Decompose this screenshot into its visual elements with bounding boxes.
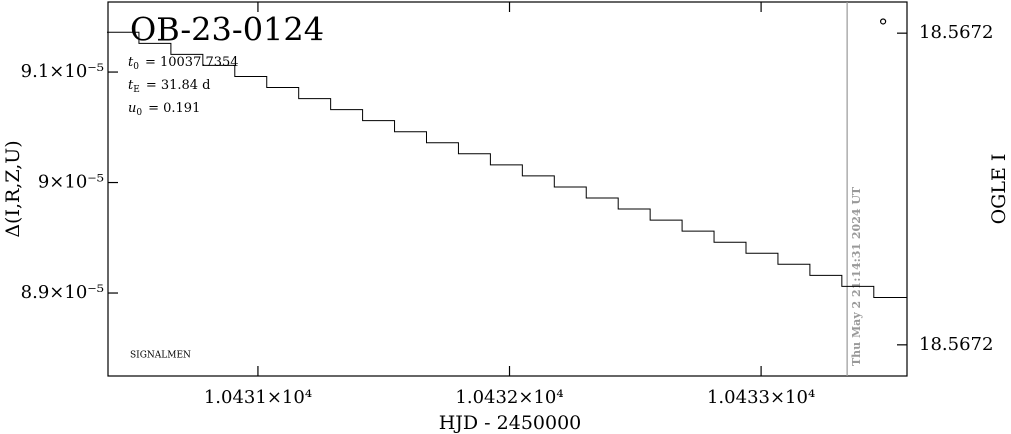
x-tick-label: 1.0433×10⁴ xyxy=(707,387,815,408)
param-symbol: t xyxy=(128,55,134,70)
parameter: u0 = 0.191 xyxy=(128,101,200,118)
y-tick-label: 8.9×10⁻⁵ xyxy=(21,282,104,303)
parameter: tE = 31.84 d xyxy=(128,78,211,95)
credit: SIGNALMEN xyxy=(130,351,191,361)
chart-title: OB-23-0124 xyxy=(130,11,324,49)
param-symbol: t xyxy=(128,78,134,93)
param-text: = 10037.7354 xyxy=(145,55,239,70)
y-tick-label: 9.1×10⁻⁵ xyxy=(21,61,104,82)
y-tick-label: 9×10⁻⁵ xyxy=(38,172,104,193)
x-tick-label: 1.0432×10⁴ xyxy=(455,387,563,408)
y2-tick-label: 18.5672 xyxy=(919,334,993,355)
marker-label: Thu May 2 21:14:31 2024 UT xyxy=(850,186,863,366)
y2-tick-label: 18.5672 xyxy=(919,22,993,43)
param-subscript: 0 xyxy=(136,108,142,118)
param-text: = 0.191 xyxy=(148,101,200,116)
param-text: = 31.84 d xyxy=(146,78,211,93)
y-axis-label: Δ(I,R,Z,U) xyxy=(2,140,24,237)
x-tick-label: 1.0431×10⁴ xyxy=(204,387,312,408)
param-subscript: 0 xyxy=(133,62,139,72)
parameter: t0 = 10037.7354 xyxy=(128,55,239,72)
param-subscript: E xyxy=(133,85,140,95)
x-axis-label: HJD - 2450000 xyxy=(439,412,582,434)
y2-axis-label: OGLE I xyxy=(988,154,1010,225)
plot-frame xyxy=(107,1,908,377)
param-symbol: u xyxy=(128,101,136,116)
model-line xyxy=(106,31,907,298)
ogle-point xyxy=(880,18,887,25)
